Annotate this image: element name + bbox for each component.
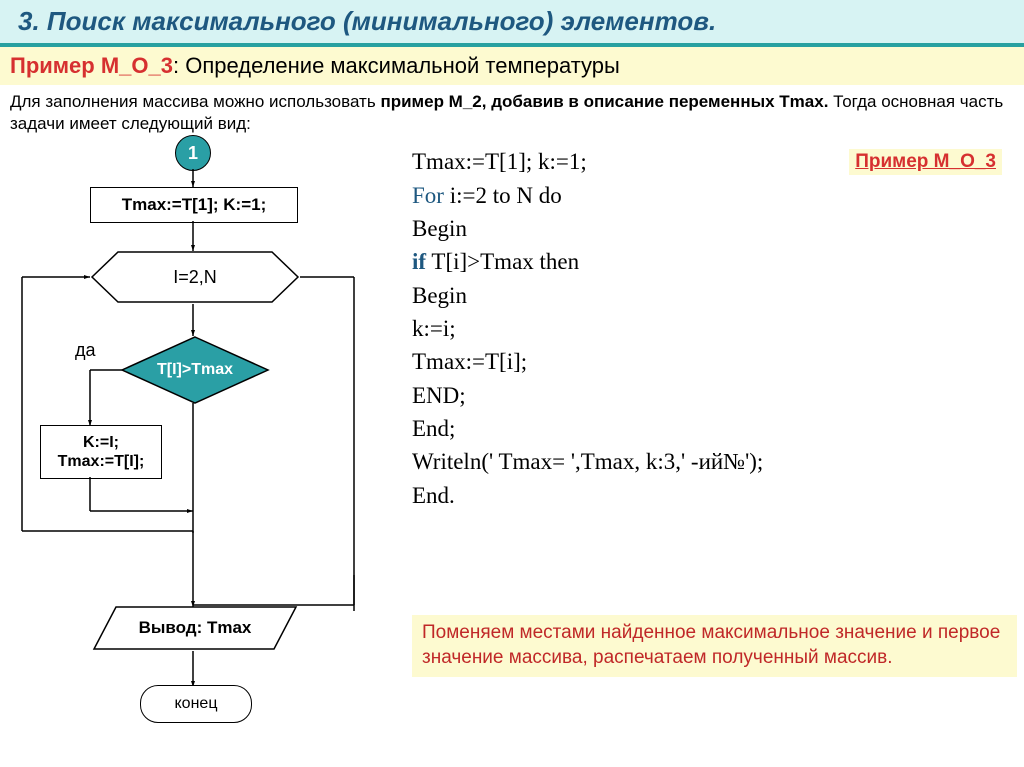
example-link[interactable]: Пример М_О_3 <box>849 149 1002 175</box>
code-l9: End; <box>412 412 763 445</box>
subtitle: Пример М_О_3: Определение максимальной т… <box>0 47 1024 85</box>
code-kw-for: For <box>412 183 444 208</box>
code-l11: End. <box>412 479 763 512</box>
note-box: Поменяем местами найденное максимальное … <box>412 615 1017 676</box>
code-l6: k:=i; <box>412 312 763 345</box>
flowchart-output-label: Вывод: Tmax <box>92 605 298 651</box>
desc-part1: Для заполнения массива можно использоват… <box>10 92 380 111</box>
flowchart-init: Tmax:=T[1]; K:=1; <box>90 187 298 223</box>
code-l3: Begin <box>412 212 763 245</box>
code-l2b: i:=2 to N do <box>444 183 562 208</box>
flowchart-end: конец <box>140 685 252 723</box>
code-l10: Writeln(' Tmax= ',Tmax, k:3,' -ий№'); <box>412 445 763 478</box>
code-block: Tmax:=T[1]; k:=1; For i:=2 to N do Begin… <box>412 145 763 512</box>
code-l5: Begin <box>412 279 763 312</box>
code-l4b: T[i]>Tmax then <box>426 249 579 274</box>
subtitle-text: Определение максимальной температуры <box>185 53 620 78</box>
code-l7: Tmax:=T[i]; <box>412 345 763 378</box>
description: Для заполнения массива можно использоват… <box>0 85 1024 135</box>
subtitle-sep: : <box>173 53 185 78</box>
page-title: 3. Поиск максимального (минимального) эл… <box>0 0 1024 47</box>
code-l1: Tmax:=T[1]; k:=1; <box>412 145 763 178</box>
main-content: 1 Tmax:=T[1]; K:=1; I=2,N да T[I]>Tmax K… <box>0 135 1024 765</box>
subtitle-label: Пример М_О_3 <box>10 53 173 78</box>
desc-part2: пример М_2, добавив в описание переменны… <box>380 92 828 111</box>
code-kw-if: if <box>412 249 426 274</box>
flowchart-connector: 1 <box>175 135 211 171</box>
code-l8: END; <box>412 379 763 412</box>
flowchart-output: Вывод: Tmax <box>92 605 298 651</box>
